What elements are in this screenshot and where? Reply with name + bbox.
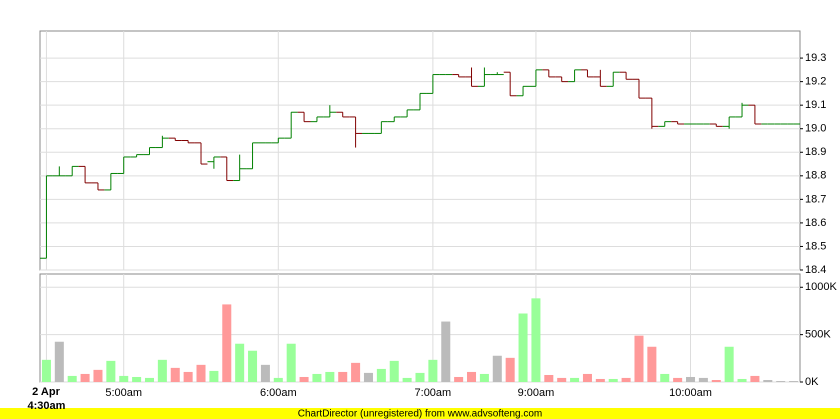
volume-bar [273, 377, 283, 382]
volume-bar [479, 373, 489, 382]
volume-bar [531, 298, 541, 382]
volume-bar [505, 357, 515, 382]
volume-bar [686, 376, 696, 382]
x-tick-label: 9:00am [518, 387, 555, 399]
volume-bar [544, 374, 554, 382]
volume-bar [634, 335, 644, 382]
volume-bar [621, 377, 631, 382]
volume-bar [338, 371, 348, 382]
volume-bar [582, 373, 592, 382]
volume-bar [299, 376, 309, 382]
volume-bar [144, 377, 154, 382]
volume-bar [698, 377, 708, 382]
date-label: 2 Apr [32, 386, 60, 398]
y-tick-label: 1000K [805, 281, 837, 293]
volume-bar [763, 380, 773, 382]
volume-bar [363, 372, 373, 382]
volume-bar [415, 372, 425, 382]
x-tick-label: 4:30am [27, 400, 65, 412]
y-tick-label: 0K [805, 376, 819, 388]
x-tick-label: 10:00am [669, 387, 712, 399]
y-tick-label: 19.1 [805, 99, 826, 111]
volume-bar [157, 359, 167, 382]
volume-bar [570, 377, 580, 382]
volume-bar [557, 377, 567, 382]
volume-bar [183, 371, 193, 382]
y-tick-label: 18.7 [805, 193, 826, 205]
volume-bar [132, 376, 142, 382]
volume-bar [647, 346, 657, 382]
x-tick-label: 7:00am [415, 387, 452, 399]
volume-bar [789, 381, 799, 382]
volume-bar [286, 343, 296, 382]
volume-bar [119, 375, 129, 382]
y-tick-label: 18.9 [805, 146, 826, 158]
volume-bar [93, 369, 103, 382]
volume-bar [454, 376, 464, 382]
volume-bar [441, 321, 451, 382]
footer-bar [0, 408, 840, 419]
y-tick-label: 19.2 [805, 76, 826, 88]
volume-bar [492, 355, 502, 382]
x-tick-label: 5:00am [105, 387, 142, 399]
volume-bar [325, 371, 335, 382]
volume-bar [750, 375, 760, 382]
volume-bar [428, 359, 438, 382]
volume-bar [608, 378, 618, 382]
volume-bar [222, 304, 232, 382]
volume-plot [39, 273, 801, 383]
y-tick-label: 18.8 [805, 170, 826, 182]
volume-bar [660, 373, 670, 382]
y-tick-label: 18.5 [805, 240, 826, 252]
y-tick-label: 19.3 [805, 52, 826, 64]
volume-bar [209, 370, 219, 382]
volume-bar [402, 377, 412, 382]
volume-bar [776, 381, 786, 382]
price-plot [39, 30, 801, 271]
volume-bar [170, 367, 180, 382]
volume-bar [41, 359, 51, 382]
volume-bar [312, 373, 322, 382]
volume-bar [106, 360, 116, 382]
y-tick-label: 500K [805, 329, 831, 341]
volume-bar [54, 341, 64, 382]
volume-bar [67, 375, 77, 382]
volume-bar [711, 380, 721, 382]
footer: ChartDirector (unregistered) from www.ad… [298, 409, 543, 419]
volume-bar [376, 368, 386, 382]
volume-bar [737, 378, 747, 382]
x-tick-label: 6:00am [260, 387, 297, 399]
y-tick-label: 18.6 [805, 217, 826, 229]
volume-bar [235, 343, 245, 382]
y-tick-label: 19.0 [805, 123, 826, 135]
volume-bar [595, 378, 605, 382]
y-tick-label: 18.4 [805, 264, 826, 276]
volume-bar [260, 364, 270, 382]
volume-bar [80, 373, 90, 382]
volume-bar [673, 377, 683, 382]
volume-bar [248, 350, 258, 382]
volume-bar [518, 313, 528, 382]
volume-bar [467, 371, 477, 382]
volume-bar [389, 360, 399, 382]
volume-bar [724, 346, 734, 382]
volume-bar [351, 362, 361, 382]
volume-bar [196, 364, 206, 382]
